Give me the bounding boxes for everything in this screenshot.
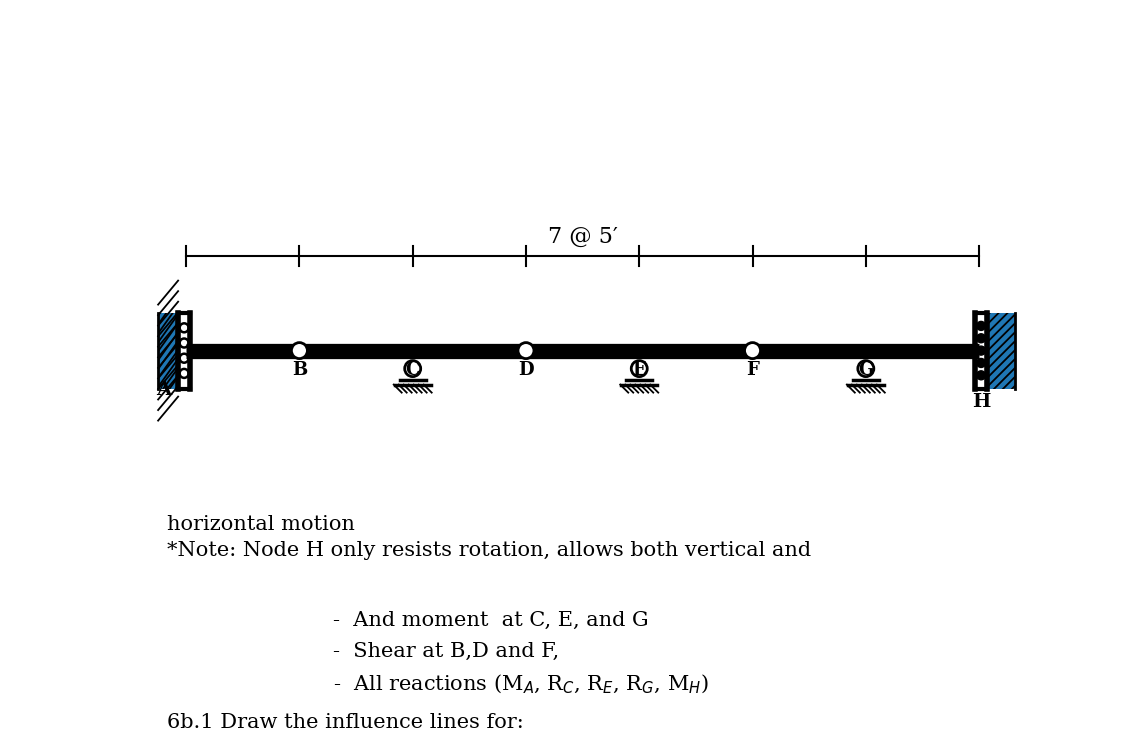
Text: G: G xyxy=(858,360,873,379)
Text: F: F xyxy=(746,360,759,379)
Bar xyxy=(158,313,178,388)
Text: -  Shear at B,D and F,: - Shear at B,D and F, xyxy=(333,642,558,661)
Text: E: E xyxy=(633,360,646,379)
Circle shape xyxy=(977,346,986,355)
Text: C: C xyxy=(405,360,420,379)
Text: *Note: Node H only resists rotation, allows both vertical and: *Note: Node H only resists rotation, all… xyxy=(167,541,811,560)
Text: B: B xyxy=(292,360,307,379)
Text: -  And moment  at C, E, and G: - And moment at C, E, and G xyxy=(333,611,649,630)
Circle shape xyxy=(977,358,986,367)
Circle shape xyxy=(977,334,986,343)
Circle shape xyxy=(518,342,534,359)
Text: D: D xyxy=(518,360,534,379)
Bar xyxy=(987,313,1015,388)
Circle shape xyxy=(857,360,874,376)
Text: A: A xyxy=(157,381,171,399)
Circle shape xyxy=(632,360,647,376)
Text: H: H xyxy=(972,393,990,411)
Circle shape xyxy=(291,342,308,359)
Circle shape xyxy=(744,342,760,359)
Text: horizontal motion: horizontal motion xyxy=(167,515,355,534)
Circle shape xyxy=(977,371,986,380)
Circle shape xyxy=(405,360,421,376)
Text: -  All reactions (M$_A$, R$_C$, R$_E$, R$_G$, M$_H$): - All reactions (M$_A$, R$_C$, R$_E$, R$… xyxy=(333,673,708,696)
Text: 7 @ 5′: 7 @ 5′ xyxy=(548,225,617,247)
Circle shape xyxy=(977,321,986,330)
Text: 6b.1 Draw the influence lines for:: 6b.1 Draw the influence lines for: xyxy=(167,713,523,731)
